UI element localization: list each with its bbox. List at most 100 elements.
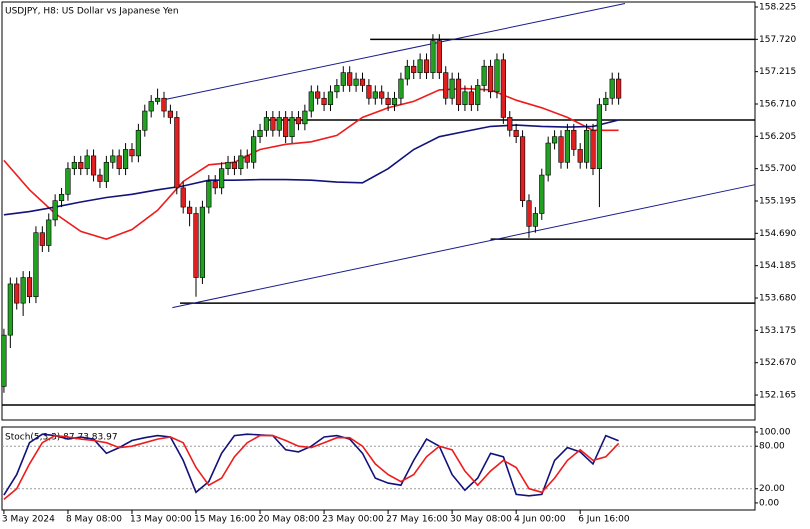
candle-body xyxy=(526,200,532,227)
candle-body xyxy=(33,232,39,298)
candle-body xyxy=(39,232,45,246)
candle-body xyxy=(251,136,257,163)
main-pane xyxy=(1,1,756,421)
candle-body xyxy=(507,117,513,131)
candle-body xyxy=(90,155,97,176)
candle-body xyxy=(187,206,193,214)
candle-body xyxy=(270,117,276,131)
candle-body xyxy=(571,129,577,150)
candle-body xyxy=(308,91,314,112)
y-tick-label: 155.700 xyxy=(759,164,796,174)
candle-body xyxy=(398,78,404,99)
candle-body xyxy=(231,161,238,169)
candle-body xyxy=(513,129,519,137)
candle-body xyxy=(148,101,154,112)
x-tick-label: 20 May 08:00 xyxy=(258,515,320,525)
candle-body xyxy=(212,181,218,189)
x-tick-label: 27 May 16:00 xyxy=(386,515,448,525)
candle-body xyxy=(385,97,391,105)
y-tick-label: 158.225 xyxy=(759,2,796,12)
x-tick-label: 13 May 00:00 xyxy=(130,515,192,525)
candle-body xyxy=(564,129,570,163)
candle-body xyxy=(519,136,526,201)
candle-body xyxy=(103,161,109,182)
indicator-line xyxy=(3,434,620,501)
candle-body xyxy=(116,155,122,169)
candle-body xyxy=(276,117,282,131)
candle-body xyxy=(180,187,186,208)
candle-body xyxy=(577,149,583,163)
y-tick-label: 154.185 xyxy=(759,261,796,271)
y-tick-label: 0.00 xyxy=(759,498,779,508)
candle-body xyxy=(219,168,225,189)
candle-body xyxy=(302,110,308,125)
candle-body xyxy=(379,91,385,99)
candle-body xyxy=(14,283,20,304)
candle-body xyxy=(411,65,417,73)
candle-body xyxy=(455,78,462,105)
x-tick-label: 3 May 2024 xyxy=(2,515,55,525)
candle-body xyxy=(327,91,334,105)
candle-body xyxy=(487,65,494,93)
x-tick-label: 6 Jun 16:00 xyxy=(578,515,630,525)
candle-body xyxy=(315,91,321,99)
candle-body xyxy=(347,72,353,86)
y-tick-label: 152.165 xyxy=(759,391,796,401)
candle-body xyxy=(7,283,13,336)
candle-body xyxy=(263,117,270,131)
y-tick-label: 156.205 xyxy=(759,132,796,142)
candle-body xyxy=(289,117,295,137)
candle-body xyxy=(603,97,609,105)
y-tick-label: 20.00 xyxy=(759,484,785,494)
candle-body xyxy=(161,97,167,112)
candle-body xyxy=(244,155,250,163)
candle-body xyxy=(129,149,135,157)
indicator-line xyxy=(3,433,619,497)
candle-body xyxy=(443,72,449,99)
candle-body xyxy=(135,129,141,157)
channel-line xyxy=(161,2,626,101)
y-tick-label: 152.670 xyxy=(759,358,796,368)
candle-body xyxy=(366,85,372,99)
candle-body xyxy=(494,59,500,93)
candle-body xyxy=(20,277,26,304)
x-tick-label: 15 May 16:00 xyxy=(194,515,256,525)
candle-body xyxy=(295,117,302,125)
candle-body xyxy=(58,193,65,201)
candle-body xyxy=(283,117,289,137)
y-tick-label: 100.00 xyxy=(759,428,791,438)
candle-body xyxy=(142,110,148,131)
candle-body xyxy=(78,161,84,169)
candle-body xyxy=(590,129,596,169)
y-tick-label: 80.00 xyxy=(759,442,785,452)
x-tick-label: 23 May 00:00 xyxy=(322,515,384,525)
channel-line xyxy=(172,184,756,309)
candle-body xyxy=(436,40,442,73)
candle-body xyxy=(475,85,481,105)
candle-body xyxy=(238,155,244,169)
chart-title: USDJPY, H8: US Dollar vs Japanese Yen xyxy=(5,7,179,17)
candle-body xyxy=(206,181,212,208)
candle-body xyxy=(199,206,206,278)
candle-body xyxy=(609,78,615,99)
candle-body xyxy=(154,97,161,102)
candle-body xyxy=(500,59,506,118)
candle-body xyxy=(359,78,366,86)
candle-body xyxy=(417,59,423,73)
x-tick-label: 4 Jun 00:00 xyxy=(514,515,566,525)
y-tick-label: 156.710 xyxy=(759,100,796,110)
candle-body xyxy=(468,91,474,105)
candle-body xyxy=(423,59,430,73)
candle-body xyxy=(545,142,551,176)
candle-body xyxy=(551,136,558,144)
y-tick-label: 154.690 xyxy=(759,229,796,239)
candle-body xyxy=(596,104,603,169)
candle-body xyxy=(84,155,90,169)
candle-body xyxy=(65,168,71,195)
candle-body xyxy=(46,219,52,246)
y-tick-label: 153.680 xyxy=(759,294,796,304)
candle-body xyxy=(616,78,622,99)
candle-body xyxy=(110,155,116,163)
